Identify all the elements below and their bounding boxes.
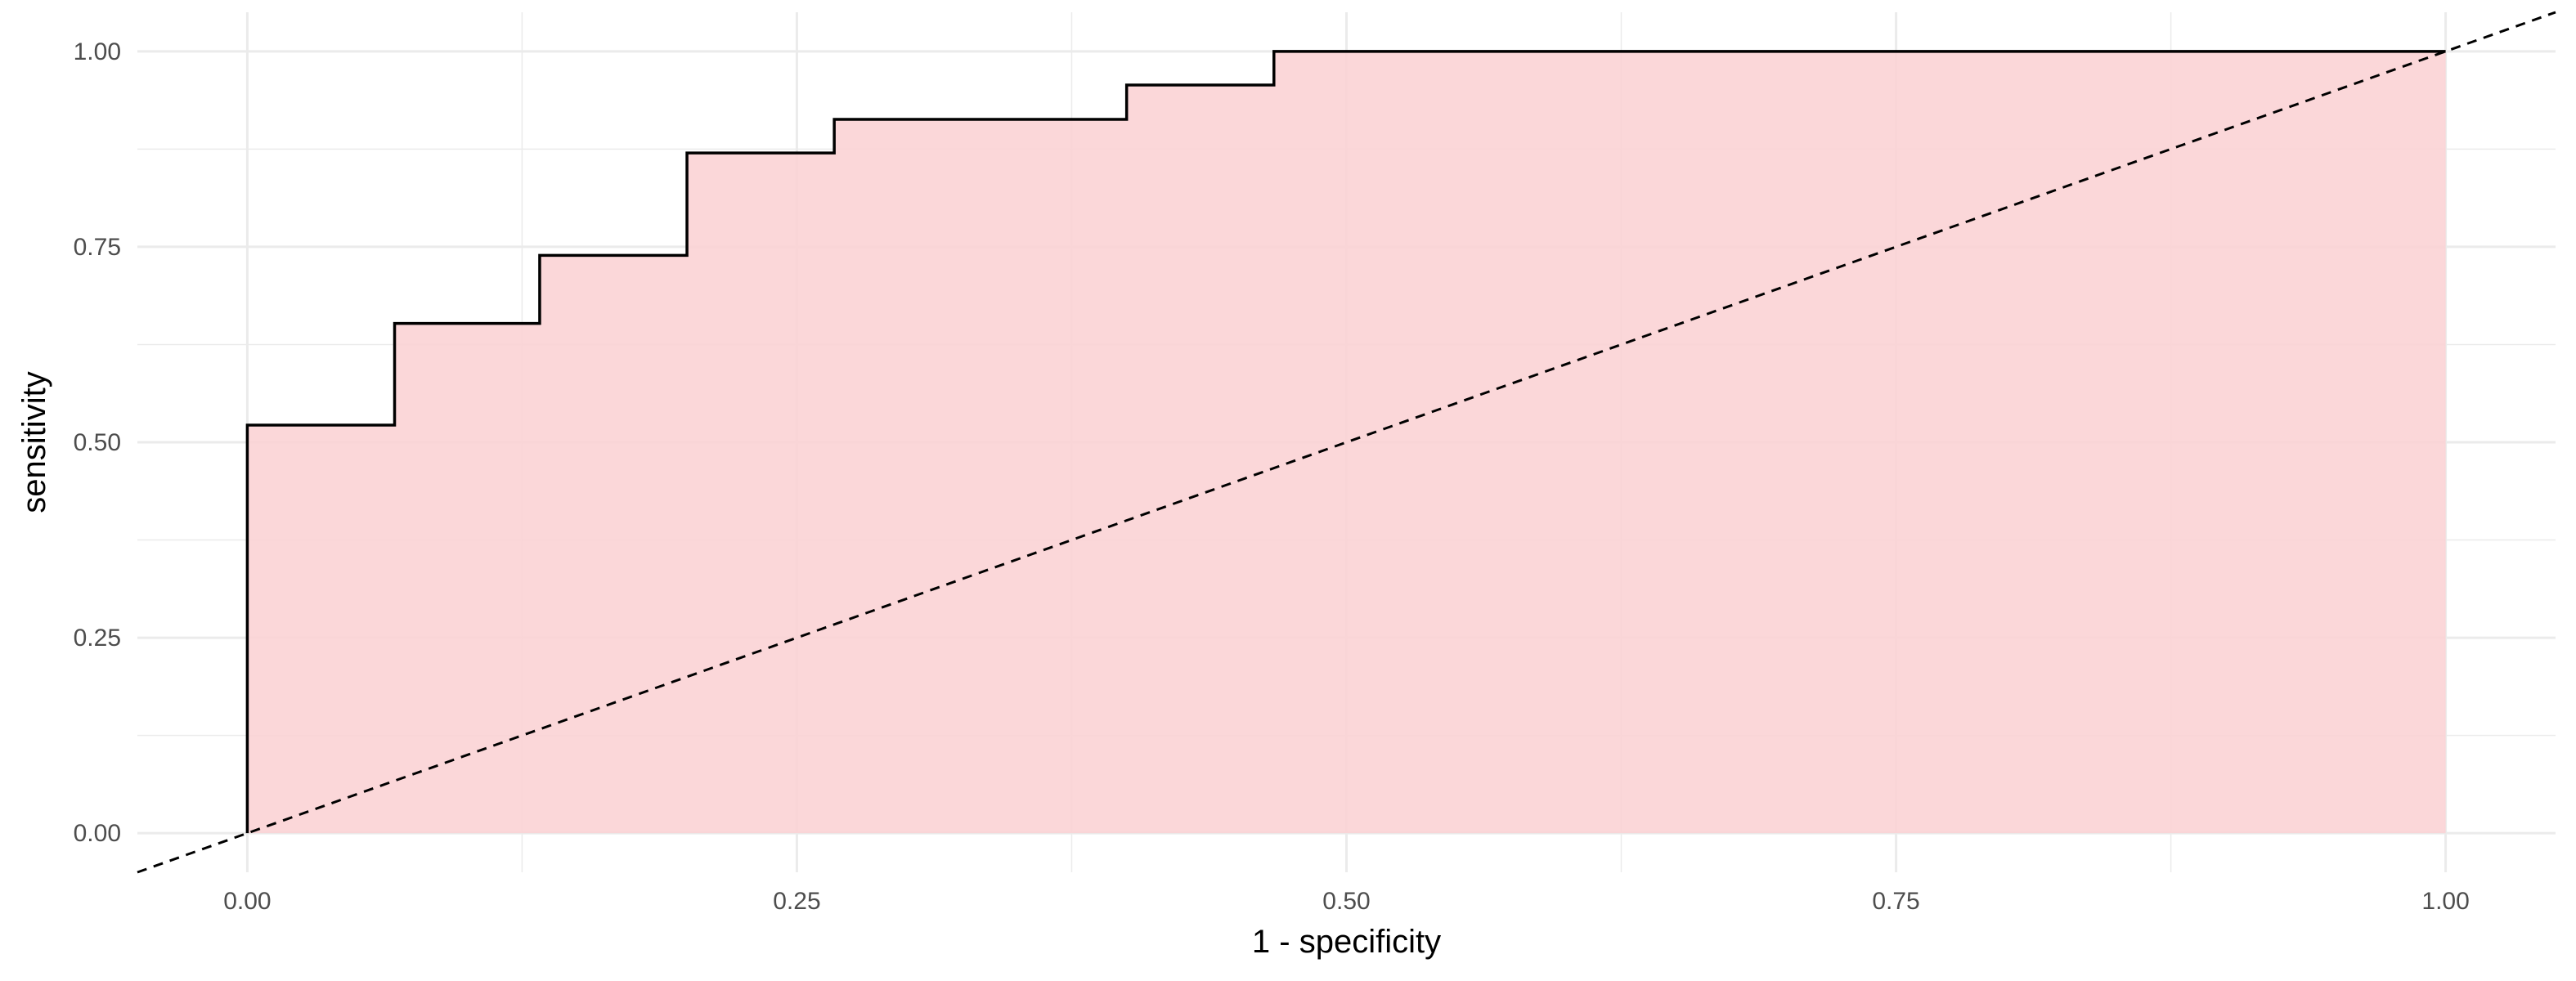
- y-tick-label: 0.75: [74, 234, 121, 261]
- x-axis-ticks: 0.00 0.25 0.50 0.75 1.00: [223, 888, 2470, 915]
- y-tick-label: 0.50: [74, 429, 121, 456]
- x-axis-title: 1 - specificity: [1252, 924, 1441, 960]
- x-tick-label: 0.50: [1322, 888, 1370, 915]
- reference-diagonal-line: [137, 11, 2556, 874]
- x-tick-label: 0.75: [1872, 888, 1919, 915]
- y-tick-label: 0.25: [74, 625, 121, 652]
- x-tick-label: 1.00: [2421, 888, 2469, 915]
- x-tick-label: 0.25: [773, 888, 820, 915]
- roc-area-fill: [247, 51, 2446, 834]
- y-tick-label: 1.00: [74, 38, 121, 65]
- y-axis-ticks: 0.00 0.25 0.50 0.75 1.00: [74, 38, 121, 847]
- y-axis-title: sensitivity: [16, 371, 52, 513]
- x-tick-label: 0.00: [223, 888, 271, 915]
- roc-curve-line: [245, 50, 2446, 834]
- y-tick-label: 0.00: [74, 820, 121, 847]
